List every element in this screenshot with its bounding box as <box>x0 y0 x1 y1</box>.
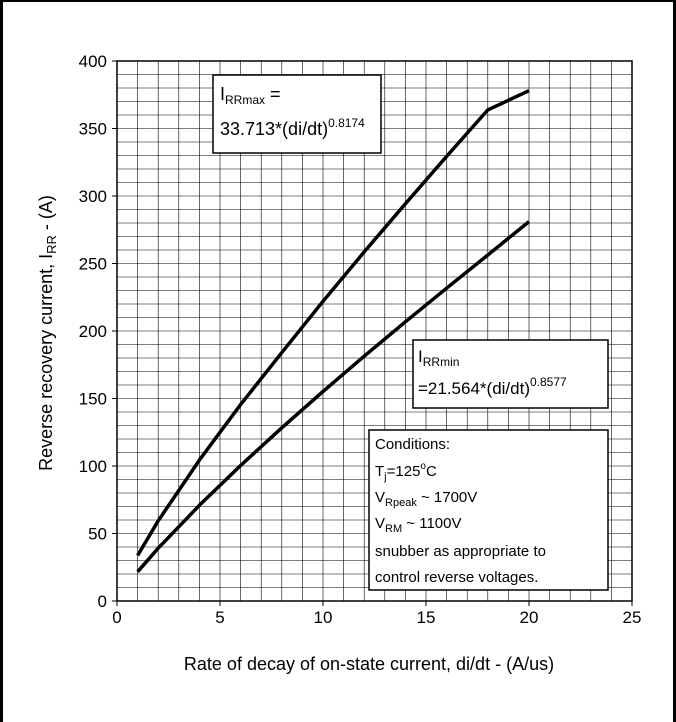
x-tick-label: 15 <box>417 608 436 627</box>
x-tick-label: 5 <box>215 608 224 627</box>
irrmin-formula: =21.564*(di/dt)0.8577 <box>418 375 567 398</box>
irrmin-label: IRRmin <box>418 347 459 369</box>
series-line-irrmax <box>136 89 530 557</box>
conditions-vrpeak: VRpeak ~ 1700V <box>375 489 477 509</box>
y-tick-label: 300 <box>79 187 107 206</box>
series-layer <box>136 89 531 573</box>
y-axis-title: Reverse recovery current, IRR - (A) <box>36 195 59 471</box>
conditions-vrm: VRM ~ 1100V <box>375 515 461 535</box>
irrmin-equation-box: IRRmin =21.564*(di/dt)0.8577 <box>412 339 609 409</box>
y-tick-label: 250 <box>79 255 107 274</box>
conditions-control: control reverse voltages. <box>375 569 538 586</box>
x-tick-label: 25 <box>623 608 642 627</box>
series-line-irrmin <box>136 220 531 573</box>
irrmax-label: IRRmax = <box>220 84 281 107</box>
conditions-tj: Tj=125oC <box>375 461 437 483</box>
x-axis-title: Rate of decay of on-state current, di/dt… <box>184 654 554 674</box>
y-tick-label: 400 <box>79 52 107 71</box>
x-tick-label: 20 <box>520 608 539 627</box>
irrmax-equation-box: IRRmax = 33.713*(di/dt)0.8174 <box>212 74 382 154</box>
y-tick-label: 0 <box>98 592 107 611</box>
y-tick-label: 50 <box>88 525 107 544</box>
x-tick-label: 0 <box>112 608 121 627</box>
x-tick-label: 10 <box>314 608 333 627</box>
irrmax-formula: 33.713*(di/dt)0.8174 <box>220 116 365 139</box>
y-tick-label: 350 <box>79 120 107 139</box>
y-tick-label: 100 <box>79 457 107 476</box>
y-tick-label: 200 <box>79 322 107 341</box>
conditions-box: Conditions: Tj=125oC VRpeak ~ 1700V VRM … <box>368 429 609 591</box>
y-tick-label: 150 <box>79 390 107 409</box>
conditions-snubber: snubber as appropriate to <box>375 543 546 560</box>
conditions-title: Conditions: <box>375 436 450 453</box>
